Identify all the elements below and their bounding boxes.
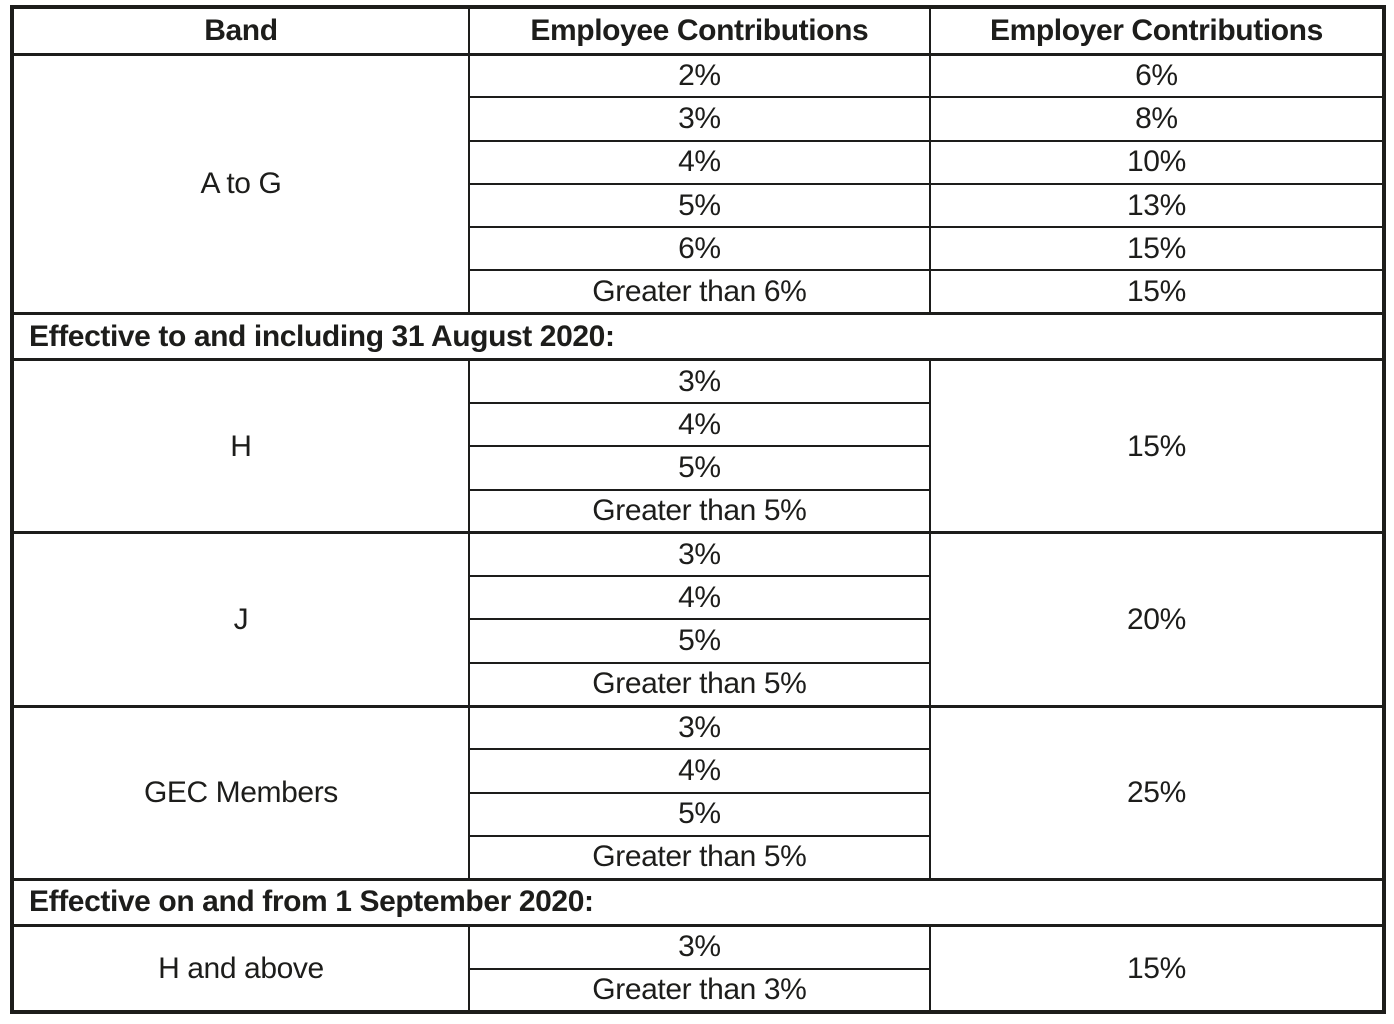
- table-row: 4% 10%: [12, 139, 1386, 185]
- column-header-employee-contributions: Employee Contributions: [467, 6, 931, 56]
- employee-rate-cell: 5%: [467, 445, 931, 491]
- employee-rate-cell: Greater than 3%: [467, 967, 931, 1014]
- table-row: 4%: [12, 575, 1384, 621]
- employee-rate-cell: Greater than 5%: [467, 834, 931, 881]
- employee-rate-cell: 4%: [467, 139, 931, 185]
- band-cell-gec-members: GEC Members: [11, 704, 470, 881]
- band-cell-a-to-g: A to G: [11, 53, 470, 315]
- employer-rate-cell: 6%: [928, 52, 1386, 99]
- employee-rate-cell: 5%: [467, 618, 931, 664]
- employee-rate-cell: 4%: [467, 402, 931, 448]
- table-row: A to G 2% 6%: [11, 52, 1386, 315]
- table-row: Greater than 5%: [12, 834, 1384, 881]
- employee-rate-cell: 6%: [467, 226, 931, 272]
- employer-rate-cell-merged: 25%: [928, 704, 1386, 881]
- table-row: Greater than 5%: [12, 488, 1384, 534]
- employee-rate-cell: 3%: [467, 924, 931, 970]
- employer-rate-cell: 15%: [928, 269, 1386, 315]
- table-row: 3% 8%: [12, 96, 1386, 142]
- table-row: Effective to and including 31 August 202…: [11, 312, 1385, 362]
- table-row: J 3% 20%: [11, 531, 1386, 708]
- employee-rate-cell: 3%: [467, 358, 931, 405]
- header-row: Band Employee Contributions Employer Con…: [11, 6, 1386, 56]
- table-row: Greater than 6% 15%: [12, 269, 1386, 315]
- employee-rate-cell: 5%: [467, 791, 931, 837]
- employer-rate-cell: 10%: [928, 139, 1386, 185]
- effective-date-note-september-2020: Effective on and from 1 September 2020:: [11, 877, 1385, 927]
- employee-rate-cell: Greater than 6%: [467, 269, 931, 315]
- employer-rate-cell-merged: 15%: [928, 358, 1386, 534]
- employer-rate-cell-merged: 20%: [928, 531, 1386, 708]
- column-header-employer-contributions: Employer Contributions: [928, 6, 1386, 56]
- table-row: 4%: [12, 402, 1384, 448]
- employer-rate-cell: 15%: [928, 226, 1386, 272]
- employee-rate-cell: 3%: [467, 96, 931, 142]
- employer-rate-cell-merged: 15%: [928, 924, 1386, 1013]
- employee-rate-cell: 3%: [467, 704, 931, 751]
- table-row: GEC Members 3% 25%: [11, 704, 1386, 881]
- table-row: H and above 3% 15%: [11, 924, 1386, 1013]
- table-row: 5%: [12, 618, 1384, 664]
- employee-rate-cell: 3%: [467, 531, 931, 578]
- table-row: 6% 15%: [12, 226, 1386, 272]
- employee-rate-cell: Greater than 5%: [467, 488, 931, 534]
- band-cell-h: H: [11, 358, 470, 534]
- employee-rate-cell: Greater than 5%: [467, 661, 931, 708]
- employee-rate-cell: 2%: [467, 52, 931, 99]
- column-header-band: Band: [11, 6, 470, 56]
- contribution-rates-table: Band Employee Contributions Employer Con…: [10, 5, 1386, 1014]
- employee-rate-cell: 5%: [467, 182, 931, 229]
- table-row: Greater than 5%: [12, 661, 1384, 708]
- band-cell-h-and-above: H and above: [11, 924, 470, 1013]
- table-row: Effective on and from 1 September 2020:: [11, 877, 1385, 927]
- table-row: Greater than 3%: [12, 967, 1384, 1014]
- employee-rate-cell: 4%: [467, 748, 931, 794]
- band-cell-j: J: [11, 531, 470, 708]
- table-row: 5%: [12, 445, 1384, 491]
- employer-rate-cell: 13%: [928, 182, 1386, 229]
- effective-date-note-august-2020: Effective to and including 31 August 202…: [11, 312, 1385, 362]
- table-row: H 3% 15%: [11, 358, 1386, 534]
- table-row: 5%: [12, 791, 1384, 837]
- employer-rate-cell: 8%: [928, 96, 1386, 142]
- table-row: 4%: [12, 748, 1384, 794]
- table-row: 5% 13%: [12, 182, 1386, 229]
- employee-rate-cell: 4%: [467, 575, 931, 621]
